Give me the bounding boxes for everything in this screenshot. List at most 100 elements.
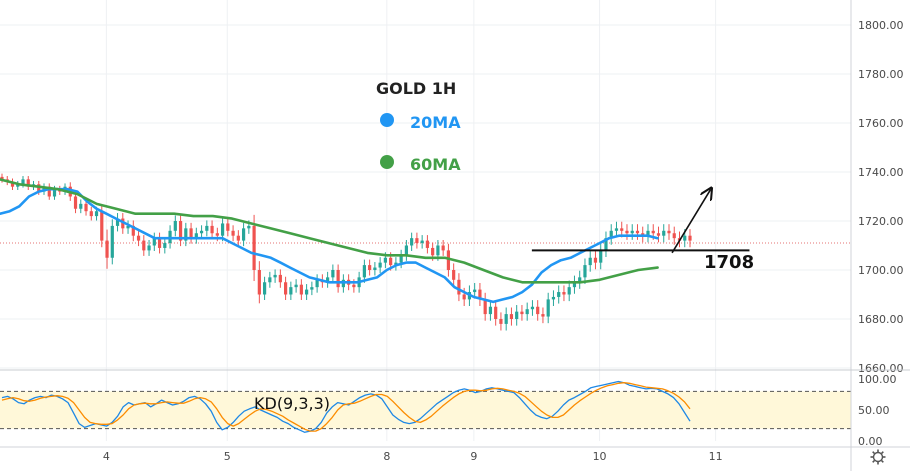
candle-body: [667, 230, 671, 234]
candle-body: [305, 289, 309, 295]
candle-body: [100, 211, 104, 241]
candle-body: [336, 270, 340, 288]
time-tick-label: 4: [103, 450, 110, 463]
kd-pane: [0, 380, 851, 433]
ma-line-60ma: [0, 178, 659, 284]
chart-title: GOLD 1H: [376, 79, 456, 98]
annotation-layer: 1708: [531, 189, 754, 273]
price-tick-label: 1720.00: [858, 215, 904, 228]
candle-body: [415, 238, 419, 244]
candles-layer: [0, 173, 692, 331]
candle-body: [136, 235, 141, 241]
candle-body: [163, 243, 167, 248]
candle-body: [16, 184, 20, 187]
candle-body: [630, 230, 634, 234]
candle-body: [110, 225, 114, 258]
candle-body: [557, 292, 561, 297]
candle-body: [572, 282, 577, 288]
legend: GOLD 1H 20MA 60MA: [376, 79, 461, 174]
candle-body: [425, 240, 430, 248]
candle-body: [194, 233, 198, 239]
candle-body: [441, 245, 445, 251]
candle-body: [205, 225, 209, 231]
candle-body: [452, 270, 456, 280]
candle-body: [567, 287, 571, 295]
candle-body: [583, 265, 587, 278]
candle-body: [588, 257, 592, 266]
time-tick-label: 11: [709, 450, 723, 463]
candle-body: [284, 282, 288, 295]
candle-body: [536, 306, 540, 315]
candle-body: [294, 284, 298, 288]
candle-body: [515, 311, 519, 319]
candle-body: [131, 225, 135, 236]
price-tick-label: 1740.00: [858, 166, 904, 179]
candle-body: [651, 230, 655, 234]
candle-body: [215, 233, 219, 236]
candle-body: [247, 225, 251, 229]
candle-body: [21, 179, 25, 185]
candle-body: [446, 250, 451, 270]
candle-body: [315, 279, 319, 288]
candle-body: [473, 289, 477, 293]
candle-body: [389, 257, 393, 266]
candle-body: [199, 230, 204, 234]
candle-body: [331, 270, 335, 278]
price-tick-label: 1660.00: [858, 362, 904, 375]
price-tick-label: 1680.00: [858, 313, 904, 326]
settings-gear-icon[interactable]: [870, 449, 886, 465]
candle-body: [273, 274, 277, 278]
legend-marker-60ma: [380, 155, 394, 169]
kd-band: [0, 390, 851, 430]
kd-lines-layer: [1, 380, 691, 433]
candle-body: [231, 230, 235, 236]
candle-body: [278, 274, 282, 283]
candle-body: [457, 279, 461, 295]
candle-body: [84, 203, 88, 212]
candle-body: [115, 218, 120, 226]
candle-body: [394, 262, 398, 266]
candle-body: [47, 186, 51, 197]
support-level-label: 1708: [704, 252, 754, 273]
candle-body: [483, 299, 487, 315]
candle-body: [147, 245, 151, 251]
candle-body: [373, 267, 377, 270]
candle-body: [604, 238, 608, 251]
kd-overbought-oversold-band: [0, 391, 851, 429]
kd-tick-label: 50.00: [858, 404, 890, 417]
candle-body: [499, 319, 503, 324]
price-tick-label: 1760.00: [858, 117, 904, 130]
time-tick-label: 10: [593, 450, 607, 463]
candle-body: [530, 306, 535, 310]
candle-body: [620, 228, 624, 231]
moving-average-layer: [0, 178, 659, 304]
candle-body: [609, 230, 613, 239]
candle-body: [462, 294, 466, 300]
candle-body: [236, 235, 240, 241]
candle-body: [399, 255, 403, 263]
candle-body: [525, 309, 529, 315]
candle-body: [52, 189, 57, 197]
candle-body: [504, 314, 508, 324]
time-tick-label: 5: [224, 450, 231, 463]
legend-label-60ma: 60MA: [410, 155, 461, 174]
candle-body: [184, 228, 188, 241]
candle-body: [10, 181, 15, 187]
candle-body: [625, 230, 629, 234]
kd-axis: 100.00 50.00 0.00: [858, 373, 897, 448]
candle-body: [268, 277, 272, 283]
candle-body: [688, 235, 692, 241]
candle-body: [520, 311, 524, 315]
candle-body: [94, 211, 99, 217]
candle-body: [173, 221, 177, 231]
candle-body: [614, 228, 619, 231]
kd-tick-label: 0.00: [858, 435, 883, 448]
candle-body: [420, 240, 424, 244]
candle-body: [79, 203, 83, 209]
candle-body: [0, 176, 4, 180]
time-tick-label: 9: [470, 450, 477, 463]
candle-body: [105, 240, 109, 258]
kd-line-d: [1, 382, 691, 432]
